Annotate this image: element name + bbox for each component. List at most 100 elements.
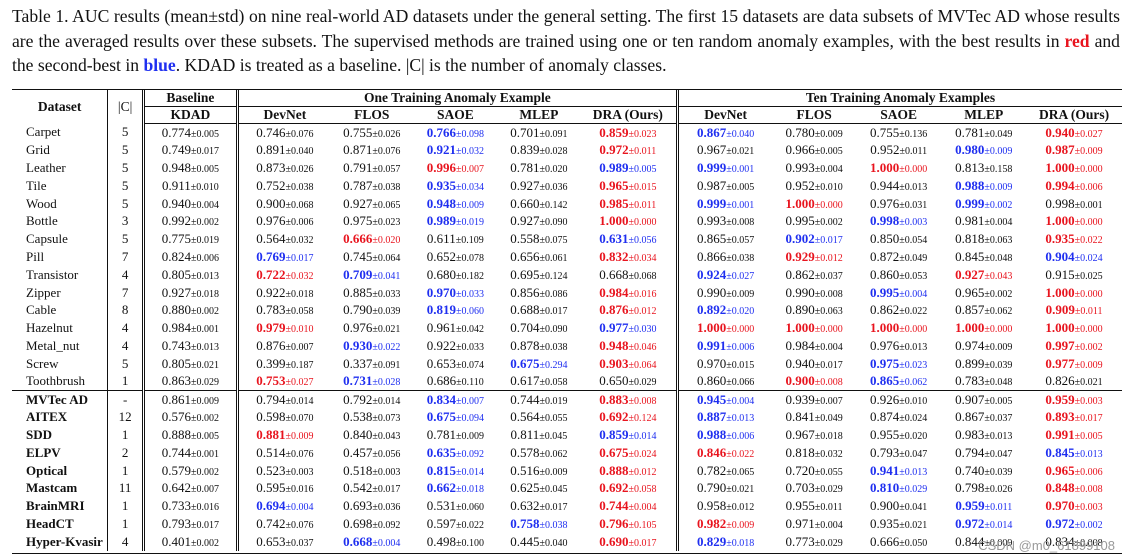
auc-cell: 0.863±0.029 (141, 372, 238, 391)
auc-cell: 0.766±0.098 (413, 124, 499, 142)
auc-cell: 0.709±0.041 (331, 266, 413, 284)
auc-mean: 0.631 (599, 231, 629, 247)
auc-cell: 0.653±0.037 (235, 532, 331, 551)
num-classes: 5 (107, 123, 144, 142)
auc-std-value: 0.006 (731, 341, 755, 353)
auc-cell: 0.576±0.002 (141, 408, 238, 427)
auc-std-value: 0.012 (820, 252, 843, 264)
auc-cell: 0.922±0.018 (235, 283, 331, 302)
auc-cell: 0.976±0.031 (856, 195, 942, 213)
auc-std: ±0.014 (285, 395, 314, 407)
auc-std: ±0.109 (455, 235, 484, 247)
auc-std: ±0.008 (726, 217, 755, 229)
auc-cell: 0.578±0.062 (498, 444, 580, 462)
auc-std: ±0.010 (899, 395, 928, 407)
auc-std: ±0.015 (726, 359, 755, 371)
auc-cell: 0.876±0.007 (235, 337, 331, 355)
auc-std: ±0.025 (1074, 270, 1103, 282)
auc-cell: 0.753±0.027 (235, 372, 331, 391)
auc-std: ±0.032 (285, 235, 314, 247)
auc-mean: 0.965 (1045, 462, 1075, 478)
auc-std-value: 0.006 (1080, 181, 1103, 193)
dataset-name: Zipper (26, 284, 61, 300)
auc-mean: 0.845 (955, 248, 985, 264)
auc-std-value: 0.068 (633, 270, 657, 282)
header-num-classes: |C| (107, 90, 144, 124)
dataset-name: Cable (26, 302, 57, 318)
auc-cell: 0.564±0.055 (498, 408, 580, 426)
dataset-name: AITEX (26, 409, 68, 425)
auc-mean: 0.971 (785, 515, 815, 531)
auc-cell: 0.878±0.038 (498, 337, 580, 355)
auc-std-value: 0.010 (196, 181, 219, 193)
auc-std-value: 0.013 (904, 466, 928, 478)
auc-std: ±0.041 (372, 270, 401, 282)
auc-std-value: 0.076 (377, 146, 401, 158)
auc-std: ±0.012 (814, 252, 843, 264)
auc-cell: 0.987±0.005 (676, 176, 773, 195)
auc-std: ±0.061 (539, 252, 568, 264)
auc-std: ±0.005 (726, 181, 755, 193)
auc-std-value: 0.058 (633, 484, 657, 496)
table-row: Carpet 5 0.774±0.005 0.746±0.076 0.755±0.026… (12, 123, 1122, 142)
auc-mean: 0.755 (870, 124, 900, 140)
auc-cell: 0.907±0.005 (941, 389, 1027, 409)
auc-std-value: 0.038 (545, 519, 568, 531)
auc-cell: 0.874±0.024 (856, 408, 942, 426)
auc-cell: 0.829±0.018 (676, 532, 773, 551)
auc-std: ±0.076 (285, 519, 314, 531)
auc-std: ±0.011 (628, 146, 657, 158)
auc-mean: 0.769 (256, 248, 286, 264)
auc-mean: 0.988 (697, 426, 727, 442)
auc-mean: 0.704 (510, 320, 540, 336)
auc-cell: 0.944±0.013 (856, 177, 942, 195)
auc-std: ±0.124 (628, 413, 657, 425)
auc-mean: 0.846 (697, 444, 727, 460)
auc-mean: 0.876 (599, 302, 629, 318)
auc-std: ±0.049 (814, 413, 843, 425)
auc-std: ±0.091 (372, 359, 401, 371)
auc-cell: 0.881±0.009 (235, 426, 331, 444)
auc-std-value: 0.057 (377, 163, 401, 175)
auc-std-value: 0.011 (1080, 306, 1103, 318)
auc-cell: 0.856±0.086 (498, 284, 580, 302)
auc-std: ±0.058 (539, 377, 568, 389)
auc-std-value: 0.029 (820, 484, 843, 496)
auc-std: ±0.011 (814, 502, 843, 514)
auc-std-value: 0.029 (904, 484, 928, 496)
auc-std: ±0.013 (899, 466, 928, 478)
table-row: Zipper 7 0.927±0.018 0.922±0.018 0.885±0.033… (12, 283, 1122, 302)
auc-cell: 0.926±0.010 (855, 389, 942, 409)
auc-cell: 0.845±0.048 (941, 248, 1026, 266)
auc-std: ±0.009 (984, 181, 1013, 193)
auc-mean: 0.635 (426, 444, 456, 460)
auc-mean: 0.991 (697, 337, 727, 353)
auc-std: ±0.033 (455, 341, 484, 353)
auc-std-value: 0.040 (545, 537, 568, 549)
auc-std: ±0.033 (455, 288, 484, 300)
header-ten-examples: Ten Training Anomaly Examples (676, 90, 1122, 107)
auc-cell: 0.698±0.092 (331, 515, 413, 533)
auc-std-value: 0.062 (989, 306, 1013, 318)
auc-std: ±0.021 (726, 146, 755, 158)
auc-std: ±0.020 (899, 430, 928, 442)
auc-mean: 0.993 (785, 159, 815, 175)
auc-cell: 0.783±0.048 (941, 373, 1026, 391)
auc-std: ±0.006 (726, 341, 755, 353)
auc-std-value: 0.124 (633, 413, 657, 425)
auc-cell: 0.675±0.294 (498, 355, 580, 373)
auc-mean: 0.744 (599, 498, 629, 514)
auc-std-value: 0.032 (290, 235, 314, 247)
auc-std: ±0.014 (372, 395, 401, 407)
auc-std-value: 0.018 (196, 288, 219, 300)
auc-std-value: 0.002 (196, 217, 219, 229)
auc-std: ±0.001 (1074, 199, 1103, 211)
auc-std: ±0.026 (372, 128, 401, 140)
auc-mean: 0.834 (1045, 533, 1075, 549)
auc-cell: 0.692±0.058 (580, 479, 678, 497)
auc-std: ±0.017 (372, 484, 401, 496)
table-row: Screw 5 0.805±0.021 0.399±0.187 0.337±0.091 0… (12, 354, 1122, 373)
auc-mean: 0.874 (870, 409, 900, 425)
auc-std: ±0.007 (285, 341, 314, 353)
auc-std-value: 0.029 (196, 377, 219, 389)
